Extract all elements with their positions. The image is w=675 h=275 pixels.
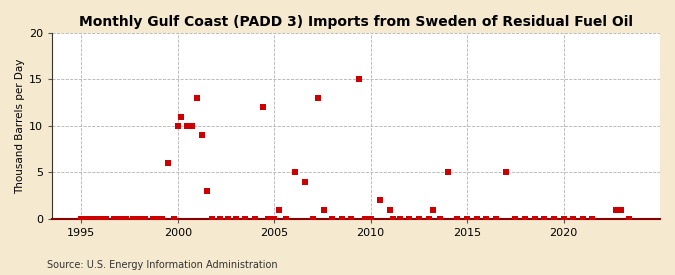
Point [365,217,376,221]
Point [207,217,218,221]
Text: Source: U.S. Energy Information Administration: Source: U.S. Energy Information Administ… [47,260,278,270]
Point [624,217,634,221]
Point [388,217,399,221]
Point [481,217,492,221]
Point [587,217,598,221]
Point [423,217,434,221]
Point [549,217,560,221]
Point [442,170,453,175]
Point [414,217,425,221]
Point [577,217,588,221]
Point [428,207,439,212]
Point [500,170,511,175]
Point [491,217,502,221]
Point [312,96,323,100]
Point [240,217,250,221]
Point [269,217,279,221]
Point [109,217,119,221]
Point [223,217,234,221]
Point [192,96,202,100]
Point [196,133,207,138]
Point [263,217,274,221]
Point [539,217,549,221]
Point [76,217,86,221]
Point [153,217,164,221]
Point [157,217,167,221]
Point [471,217,482,221]
Point [529,217,540,221]
Point [319,207,329,212]
Point [616,207,627,212]
Point [147,217,158,221]
Point [346,217,356,221]
Point [568,217,578,221]
Point [250,217,261,221]
Point [128,217,139,221]
Point [520,217,531,221]
Point [169,217,180,221]
Point [610,207,621,212]
Point [404,217,414,221]
Point [375,198,385,203]
Point [307,217,318,221]
Point [258,105,269,109]
Point [215,217,225,221]
Point [176,114,186,119]
Point [327,217,338,221]
Point [86,217,97,221]
Point [140,217,151,221]
Point [273,207,284,212]
Y-axis label: Thousand Barrels per Day: Thousand Barrels per Day [15,58,25,194]
Title: Monthly Gulf Coast (PADD 3) Imports from Sweden of Residual Fuel Oil: Monthly Gulf Coast (PADD 3) Imports from… [79,15,633,29]
Point [172,124,183,128]
Point [385,207,396,212]
Point [354,77,365,82]
Point [360,217,371,221]
Point [115,217,126,221]
Point [300,180,310,184]
Point [163,161,173,165]
Point [462,217,472,221]
Point [201,189,212,193]
Point [101,217,112,221]
Point [435,217,446,221]
Point [280,217,291,221]
Point [80,217,90,221]
Point [290,170,301,175]
Point [120,217,131,221]
Point [95,217,106,221]
Point [558,217,569,221]
Point [336,217,347,221]
Point [134,217,144,221]
Point [452,217,463,221]
Point [230,217,241,221]
Point [510,217,520,221]
Point [91,217,102,221]
Point [187,124,198,128]
Point [182,124,193,128]
Point [394,217,405,221]
